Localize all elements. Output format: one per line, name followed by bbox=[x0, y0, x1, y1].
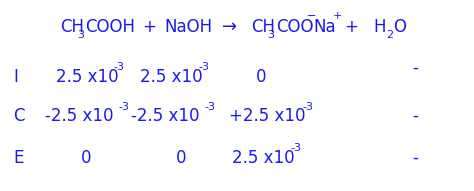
Text: NaOH: NaOH bbox=[164, 18, 212, 36]
Text: −: − bbox=[307, 11, 316, 21]
Text: 2.5 x10: 2.5 x10 bbox=[55, 68, 118, 86]
Text: 3: 3 bbox=[268, 30, 274, 40]
Text: C: C bbox=[13, 107, 25, 125]
Text: COOH: COOH bbox=[85, 18, 135, 36]
Text: COO: COO bbox=[276, 18, 314, 36]
Text: +2.5 x10: +2.5 x10 bbox=[229, 107, 305, 125]
Text: +: + bbox=[142, 18, 155, 36]
Text: -3: -3 bbox=[114, 62, 125, 72]
Text: H: H bbox=[374, 18, 386, 36]
Text: 2.5 x10: 2.5 x10 bbox=[232, 149, 295, 167]
Text: I: I bbox=[13, 68, 18, 86]
Text: 2.5 x10: 2.5 x10 bbox=[140, 68, 203, 86]
Text: O: O bbox=[393, 18, 406, 36]
Text: E: E bbox=[13, 149, 24, 167]
Text: Na: Na bbox=[314, 18, 337, 36]
Text: 0: 0 bbox=[81, 149, 91, 167]
Text: -3: -3 bbox=[198, 62, 210, 72]
Text: -3: -3 bbox=[302, 102, 313, 112]
Text: -2.5 x10: -2.5 x10 bbox=[45, 107, 114, 125]
Text: -: - bbox=[412, 58, 418, 76]
Text: +: + bbox=[333, 11, 342, 21]
Text: CH: CH bbox=[60, 18, 84, 36]
Text: -: - bbox=[412, 107, 418, 125]
Text: 3: 3 bbox=[77, 30, 84, 40]
Text: -: - bbox=[412, 149, 418, 167]
Text: →: → bbox=[222, 18, 237, 36]
Text: -3: -3 bbox=[204, 102, 215, 112]
Text: -3: -3 bbox=[290, 143, 301, 153]
Text: -3: -3 bbox=[118, 102, 129, 112]
Text: 2: 2 bbox=[386, 30, 393, 40]
Text: CH: CH bbox=[251, 18, 275, 36]
Text: -2.5 x10: -2.5 x10 bbox=[131, 107, 200, 125]
Text: 0: 0 bbox=[176, 149, 186, 167]
Text: 0: 0 bbox=[256, 68, 266, 86]
Text: +: + bbox=[345, 18, 358, 36]
